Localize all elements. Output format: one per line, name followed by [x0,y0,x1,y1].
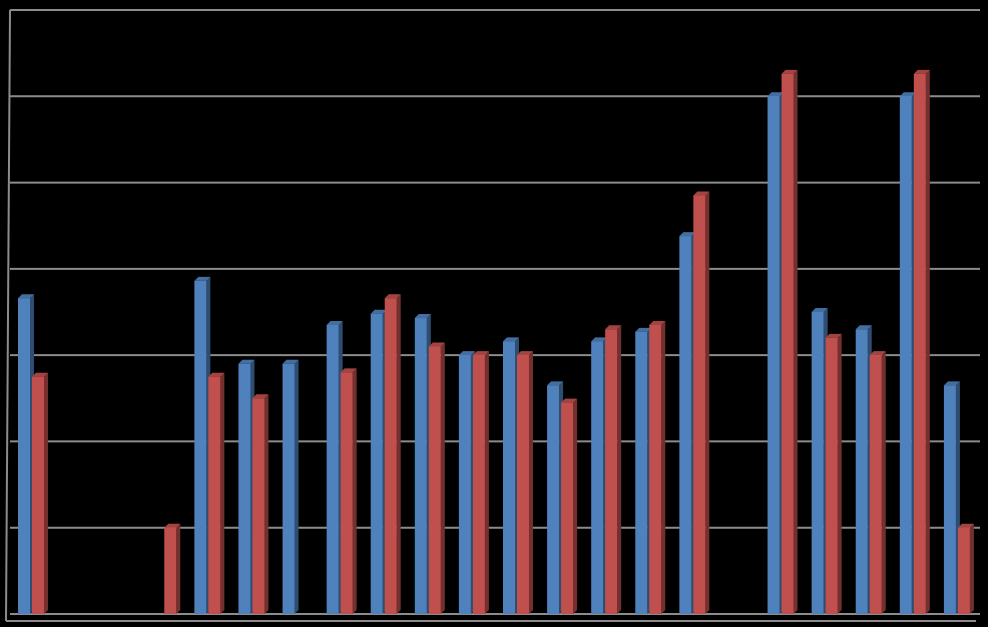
bar [679,236,692,614]
bar [869,355,882,614]
bar-top [635,327,652,332]
bar-top [370,309,387,314]
bar-top [517,351,533,356]
bar-side [925,69,930,614]
bar [781,73,794,614]
bar-top [32,372,48,377]
bar-top [238,359,255,364]
bar [825,337,838,614]
bar [414,318,427,614]
bar-side [484,351,489,614]
bar [384,298,397,614]
bar-top [503,337,519,342]
bar [326,324,339,614]
bar-side [220,372,225,614]
bar-top [605,325,622,330]
bar-top [326,320,343,325]
bar [767,96,780,615]
bar [238,363,251,614]
bar-top [825,333,842,338]
bar [649,324,662,614]
bar [855,329,868,614]
bar [208,376,221,614]
bar-top [252,394,269,399]
bar-side [617,325,622,614]
bar-top [18,294,34,299]
bar-top [869,351,886,356]
bar-side [969,523,974,614]
bar-top [855,325,872,330]
bar-top [943,381,960,386]
bar-top [591,337,608,342]
bar [693,195,706,614]
bar [913,73,926,614]
bar [635,331,648,614]
bar-side [352,368,357,614]
bar [547,385,560,614]
bar-side [44,372,48,614]
bar-side [440,342,445,614]
bar [428,346,441,614]
bar [370,313,383,614]
bar-side [705,191,710,614]
bar [561,402,574,614]
bar [164,527,177,614]
bar-side [661,320,666,614]
bar-top [957,523,974,528]
bar-top [428,342,445,347]
bar-side [881,351,886,614]
bar-side [176,523,181,614]
bar [943,385,956,614]
bar-top [208,372,225,377]
bar [811,312,824,614]
bar [340,372,353,614]
bar-top [282,359,299,364]
bar [472,355,485,614]
bar-top [472,351,489,356]
y-axis [5,9,11,622]
bar [899,96,912,615]
bar [252,398,265,614]
bar-top [679,232,696,237]
bar-top [693,191,710,196]
bar [282,363,295,614]
bar [458,355,471,614]
bar-side [396,294,401,614]
bar-top [781,69,798,74]
bar-top [547,381,564,386]
bar [591,341,604,614]
bar-top [384,294,401,299]
bar-top [811,308,828,312]
bar-top [194,276,211,281]
bar [957,527,970,614]
bar-top [899,92,916,97]
bar-top [458,351,475,356]
bar-side [294,359,299,614]
bar-top [767,92,784,97]
bar-top [414,314,431,319]
bar [503,341,515,614]
bar-side [529,351,533,614]
bar-top [649,320,666,325]
bar-top [561,398,578,403]
bar [32,376,44,614]
bar [517,355,529,614]
bar-side [264,394,269,614]
bar-top [913,69,930,74]
bar [18,298,30,614]
bar-side [837,333,842,614]
bar-side [793,69,798,614]
bar [605,329,618,614]
bar-top [164,523,181,528]
bar-side [573,398,578,614]
bar-top [340,368,357,373]
bar [194,280,207,614]
